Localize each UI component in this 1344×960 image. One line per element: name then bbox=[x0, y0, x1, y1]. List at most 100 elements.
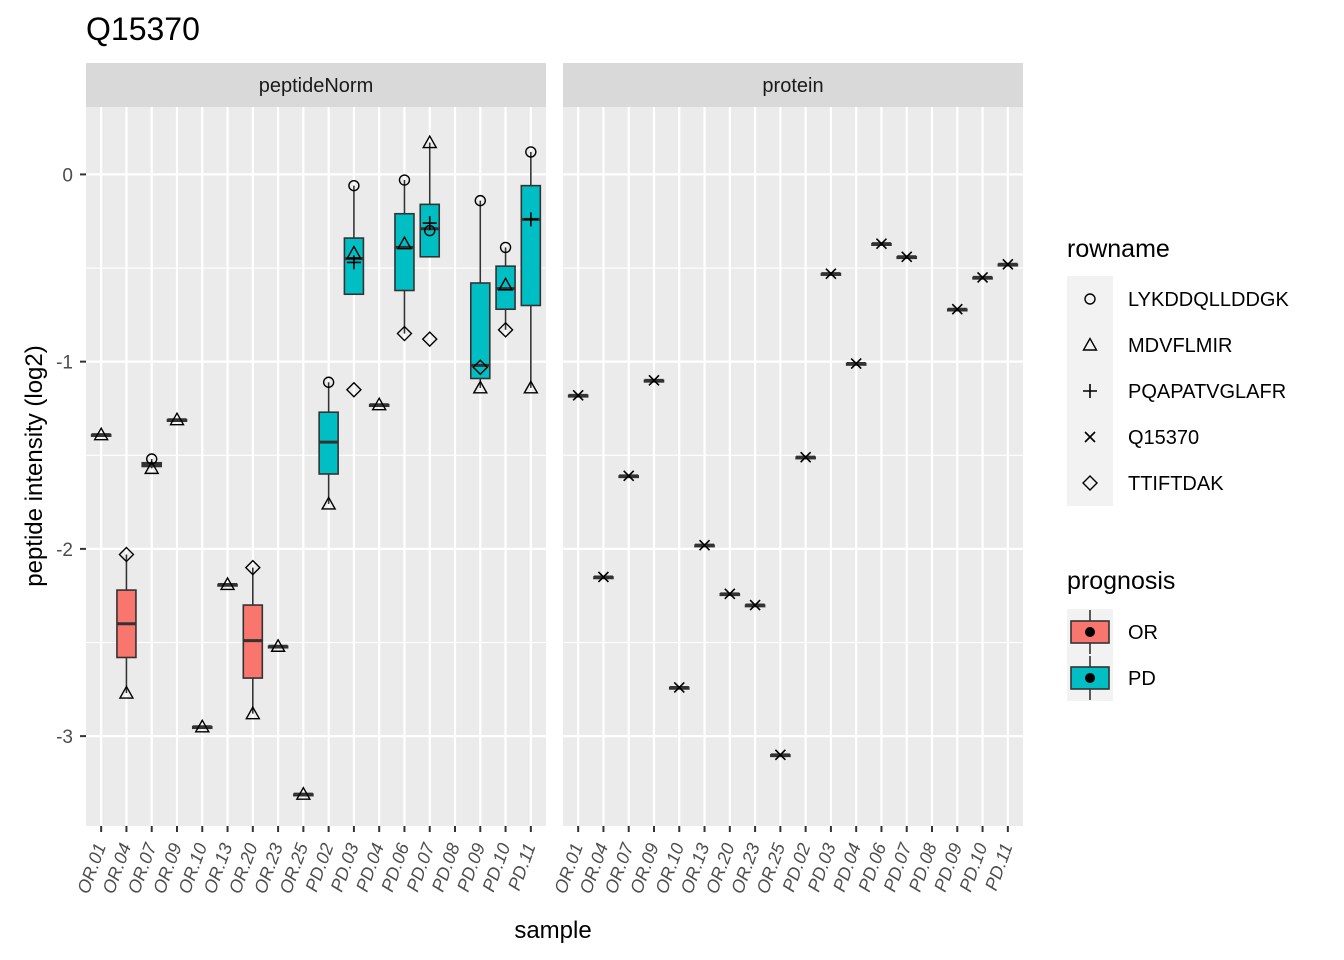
y-tick-label: -2 bbox=[56, 540, 73, 561]
chart-title: Q15370 bbox=[86, 11, 200, 47]
box-OR.09 bbox=[166, 418, 188, 422]
point-circle bbox=[146, 453, 158, 465]
point-triangle bbox=[320, 496, 337, 510]
point-triangle bbox=[245, 705, 261, 720]
y-tick-label: -1 bbox=[56, 353, 73, 374]
point-cross bbox=[825, 268, 837, 280]
box-OR.13 bbox=[217, 582, 238, 587]
point-cross bbox=[850, 357, 862, 370]
point-triangle bbox=[396, 235, 413, 250]
legend-key bbox=[1067, 460, 1113, 506]
point-diamond bbox=[118, 546, 135, 563]
point-triangle bbox=[118, 685, 135, 699]
y-tick-label: -3 bbox=[56, 727, 73, 748]
point-triangle bbox=[169, 411, 185, 426]
point-triangle bbox=[270, 638, 286, 652]
legend-plus-icon bbox=[1083, 384, 1097, 398]
point-diamond bbox=[244, 559, 261, 576]
points bbox=[572, 238, 1014, 761]
box-body bbox=[394, 212, 415, 292]
box-PD.09 bbox=[469, 200, 491, 388]
panel-background bbox=[563, 107, 1023, 826]
legend-label: PQAPATVGLAFR bbox=[1128, 381, 1286, 403]
point-cross bbox=[572, 389, 584, 401]
legend-cross-icon bbox=[1084, 431, 1096, 443]
point-triangle bbox=[523, 379, 539, 394]
facet-strip-label: peptideNorm bbox=[259, 75, 374, 97]
box-PD.04 bbox=[368, 403, 390, 408]
point-cross bbox=[698, 539, 711, 551]
point-cross bbox=[901, 251, 913, 263]
legend-label: OR bbox=[1128, 622, 1158, 644]
gridlines bbox=[86, 107, 546, 826]
legend-label: MDVFLMIR bbox=[1128, 335, 1232, 357]
point-triangle bbox=[93, 426, 109, 441]
box-body bbox=[520, 184, 542, 307]
point-plus bbox=[422, 216, 437, 231]
legend-prognosis: prognosis OR PD bbox=[1067, 567, 1175, 701]
point-triangle bbox=[144, 460, 160, 475]
x-axis: OR.01OR.04OR.07OR.09OR.10OR.13OR.20OR.23… bbox=[73, 826, 1017, 896]
y-axis-title: peptide intensity (log2) bbox=[21, 345, 48, 586]
point-plus bbox=[523, 212, 538, 227]
legend-label: TTIFTDAK bbox=[1128, 473, 1224, 495]
point-cross bbox=[597, 571, 610, 583]
point-circle bbox=[398, 174, 411, 186]
point-diamond bbox=[497, 321, 514, 338]
box-PD.07 bbox=[419, 142, 441, 258]
legend-label: PD bbox=[1128, 668, 1156, 690]
legend-dot bbox=[1085, 673, 1095, 683]
box-OR.25 bbox=[293, 792, 314, 797]
point-circle bbox=[499, 241, 512, 254]
points bbox=[93, 134, 539, 800]
legend-circle-icon bbox=[1084, 293, 1096, 305]
point-circle bbox=[424, 224, 436, 237]
point-cross bbox=[673, 681, 685, 694]
legend-key bbox=[1067, 276, 1113, 322]
point-cross bbox=[623, 470, 635, 482]
legend-title: rowname bbox=[1067, 235, 1170, 263]
legend-diamond-icon bbox=[1082, 475, 1098, 491]
facet-panels: peptideNorm protein bbox=[86, 63, 1023, 826]
legend-dot bbox=[1085, 627, 1095, 637]
point-cross bbox=[976, 271, 989, 283]
point-triangle bbox=[219, 576, 236, 591]
x-axis-title: sample bbox=[514, 917, 591, 944]
point-plus bbox=[346, 255, 361, 270]
legend-label: Q15370 bbox=[1128, 427, 1199, 449]
facet-strip bbox=[86, 63, 546, 107]
legend-rowname: rowname LYKDDQLLDDGK MDVFLMIR PQAPATVGLAFR Q… bbox=[1067, 235, 1289, 506]
point-circle bbox=[525, 146, 537, 158]
point-circle bbox=[322, 376, 335, 388]
panel-background bbox=[86, 107, 546, 826]
point-cross bbox=[1002, 258, 1014, 270]
legend-label: LYKDDQLLDDGK bbox=[1128, 289, 1289, 311]
box-body bbox=[419, 203, 441, 258]
point-circle bbox=[348, 179, 360, 192]
point-cross bbox=[800, 451, 812, 463]
point-diamond bbox=[345, 381, 362, 398]
point-triangle bbox=[422, 134, 438, 149]
legend-triangle-icon bbox=[1082, 337, 1098, 351]
facet-panel-protein: protein bbox=[563, 63, 1023, 826]
box-OR.01 bbox=[90, 433, 112, 437]
facet-panel-peptideNorm: peptideNorm bbox=[86, 63, 546, 826]
point-diamond bbox=[472, 359, 489, 376]
box-OR.10 bbox=[191, 725, 213, 730]
legend: rowname LYKDDQLLDDGK MDVFLMIR PQAPATVGLAFR Q… bbox=[1067, 235, 1289, 701]
legend-key bbox=[1067, 322, 1113, 368]
point-diamond bbox=[396, 325, 413, 342]
box-OR.04 bbox=[116, 554, 137, 694]
point-cross bbox=[774, 749, 786, 761]
box-PD.02 bbox=[318, 382, 339, 504]
point-triangle bbox=[371, 396, 387, 411]
point-triangle bbox=[497, 276, 514, 291]
point-cross bbox=[951, 303, 963, 315]
point-cross bbox=[648, 374, 660, 386]
point-cross bbox=[749, 599, 761, 611]
facet-strip-label: protein bbox=[762, 75, 823, 97]
point-cross bbox=[724, 588, 736, 600]
gridlines bbox=[563, 107, 1023, 826]
point-diamond bbox=[421, 331, 438, 348]
